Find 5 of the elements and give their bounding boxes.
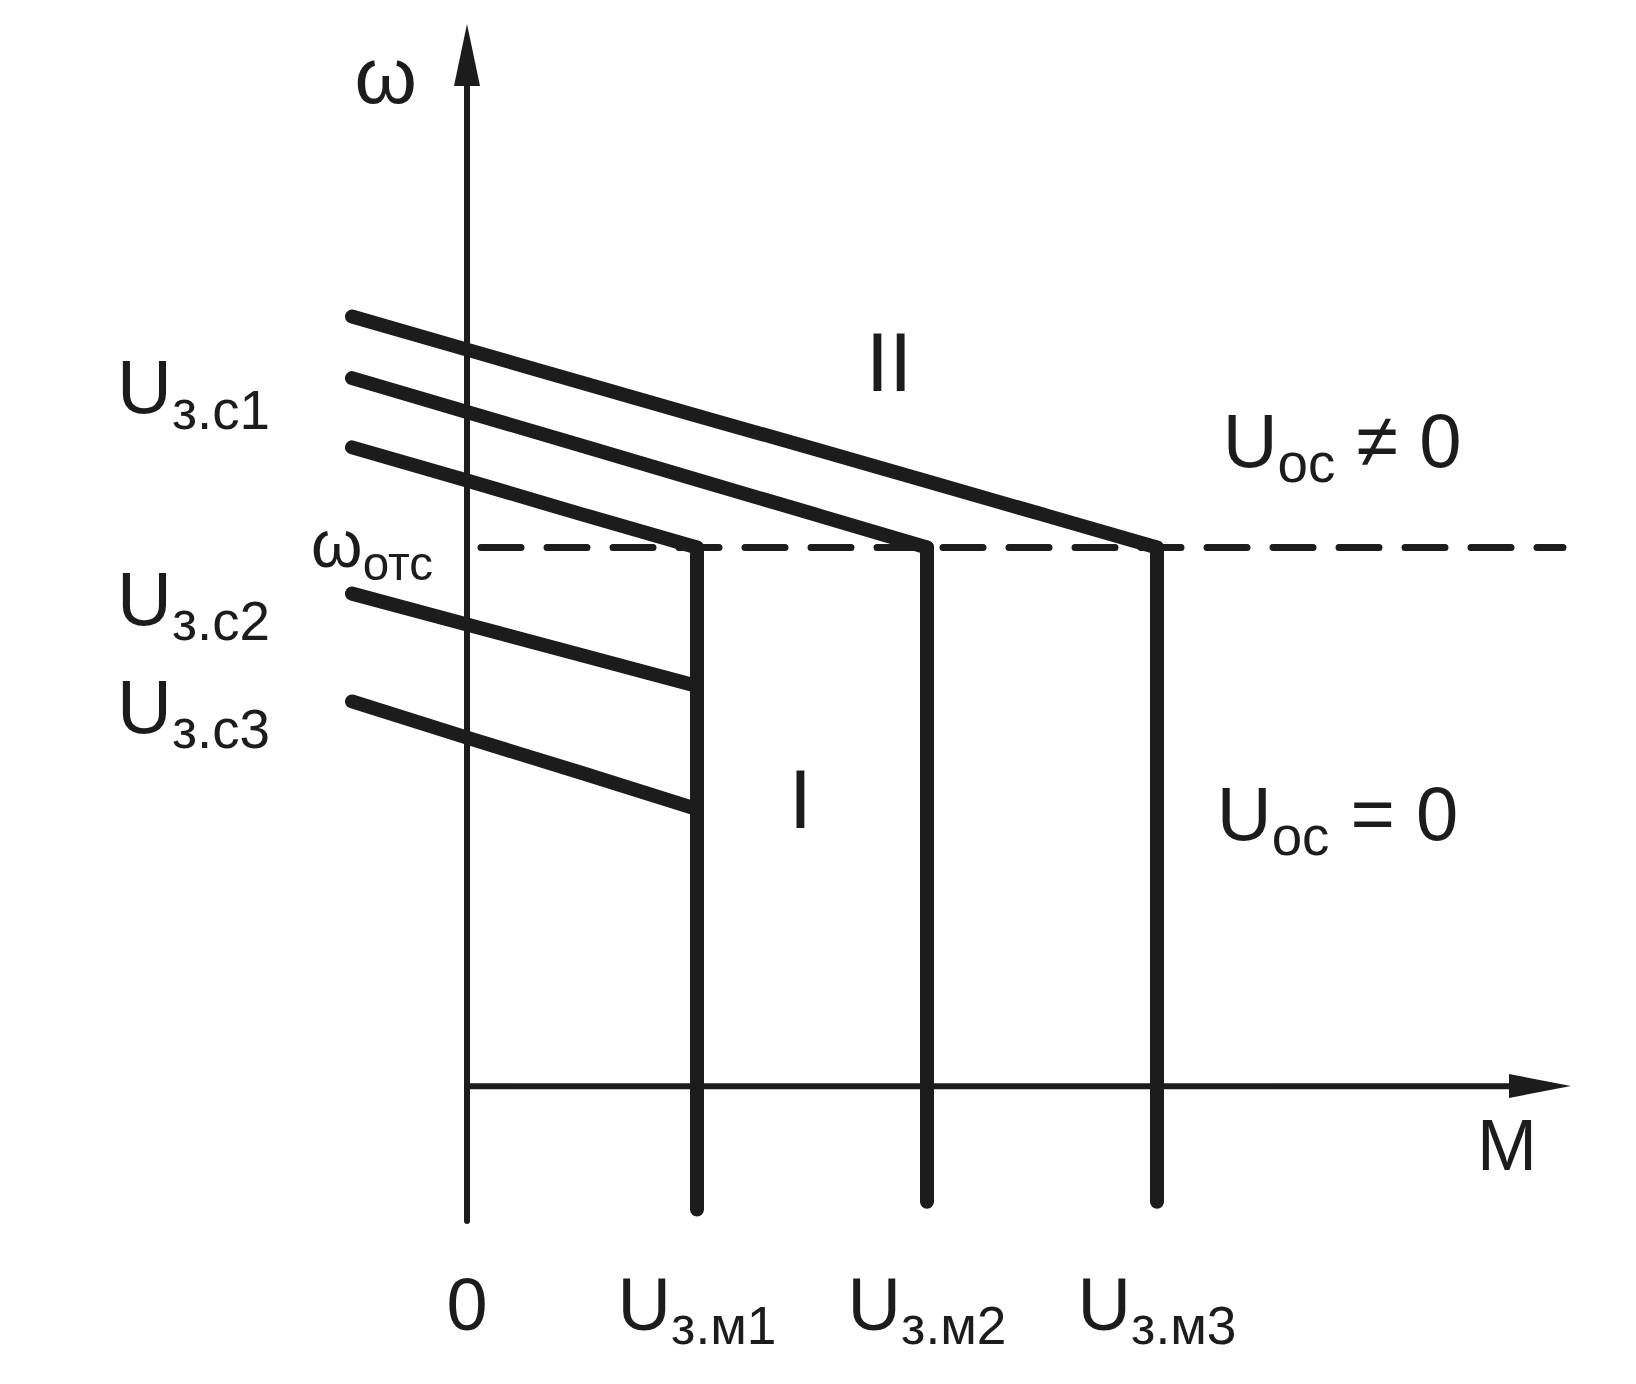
y-axis-title: ω bbox=[354, 30, 417, 120]
x-tick-label: 0 bbox=[446, 1262, 488, 1346]
x-axis-title: M bbox=[1477, 1105, 1537, 1186]
annotation: II bbox=[865, 314, 913, 409]
annotation: I bbox=[788, 751, 813, 846]
